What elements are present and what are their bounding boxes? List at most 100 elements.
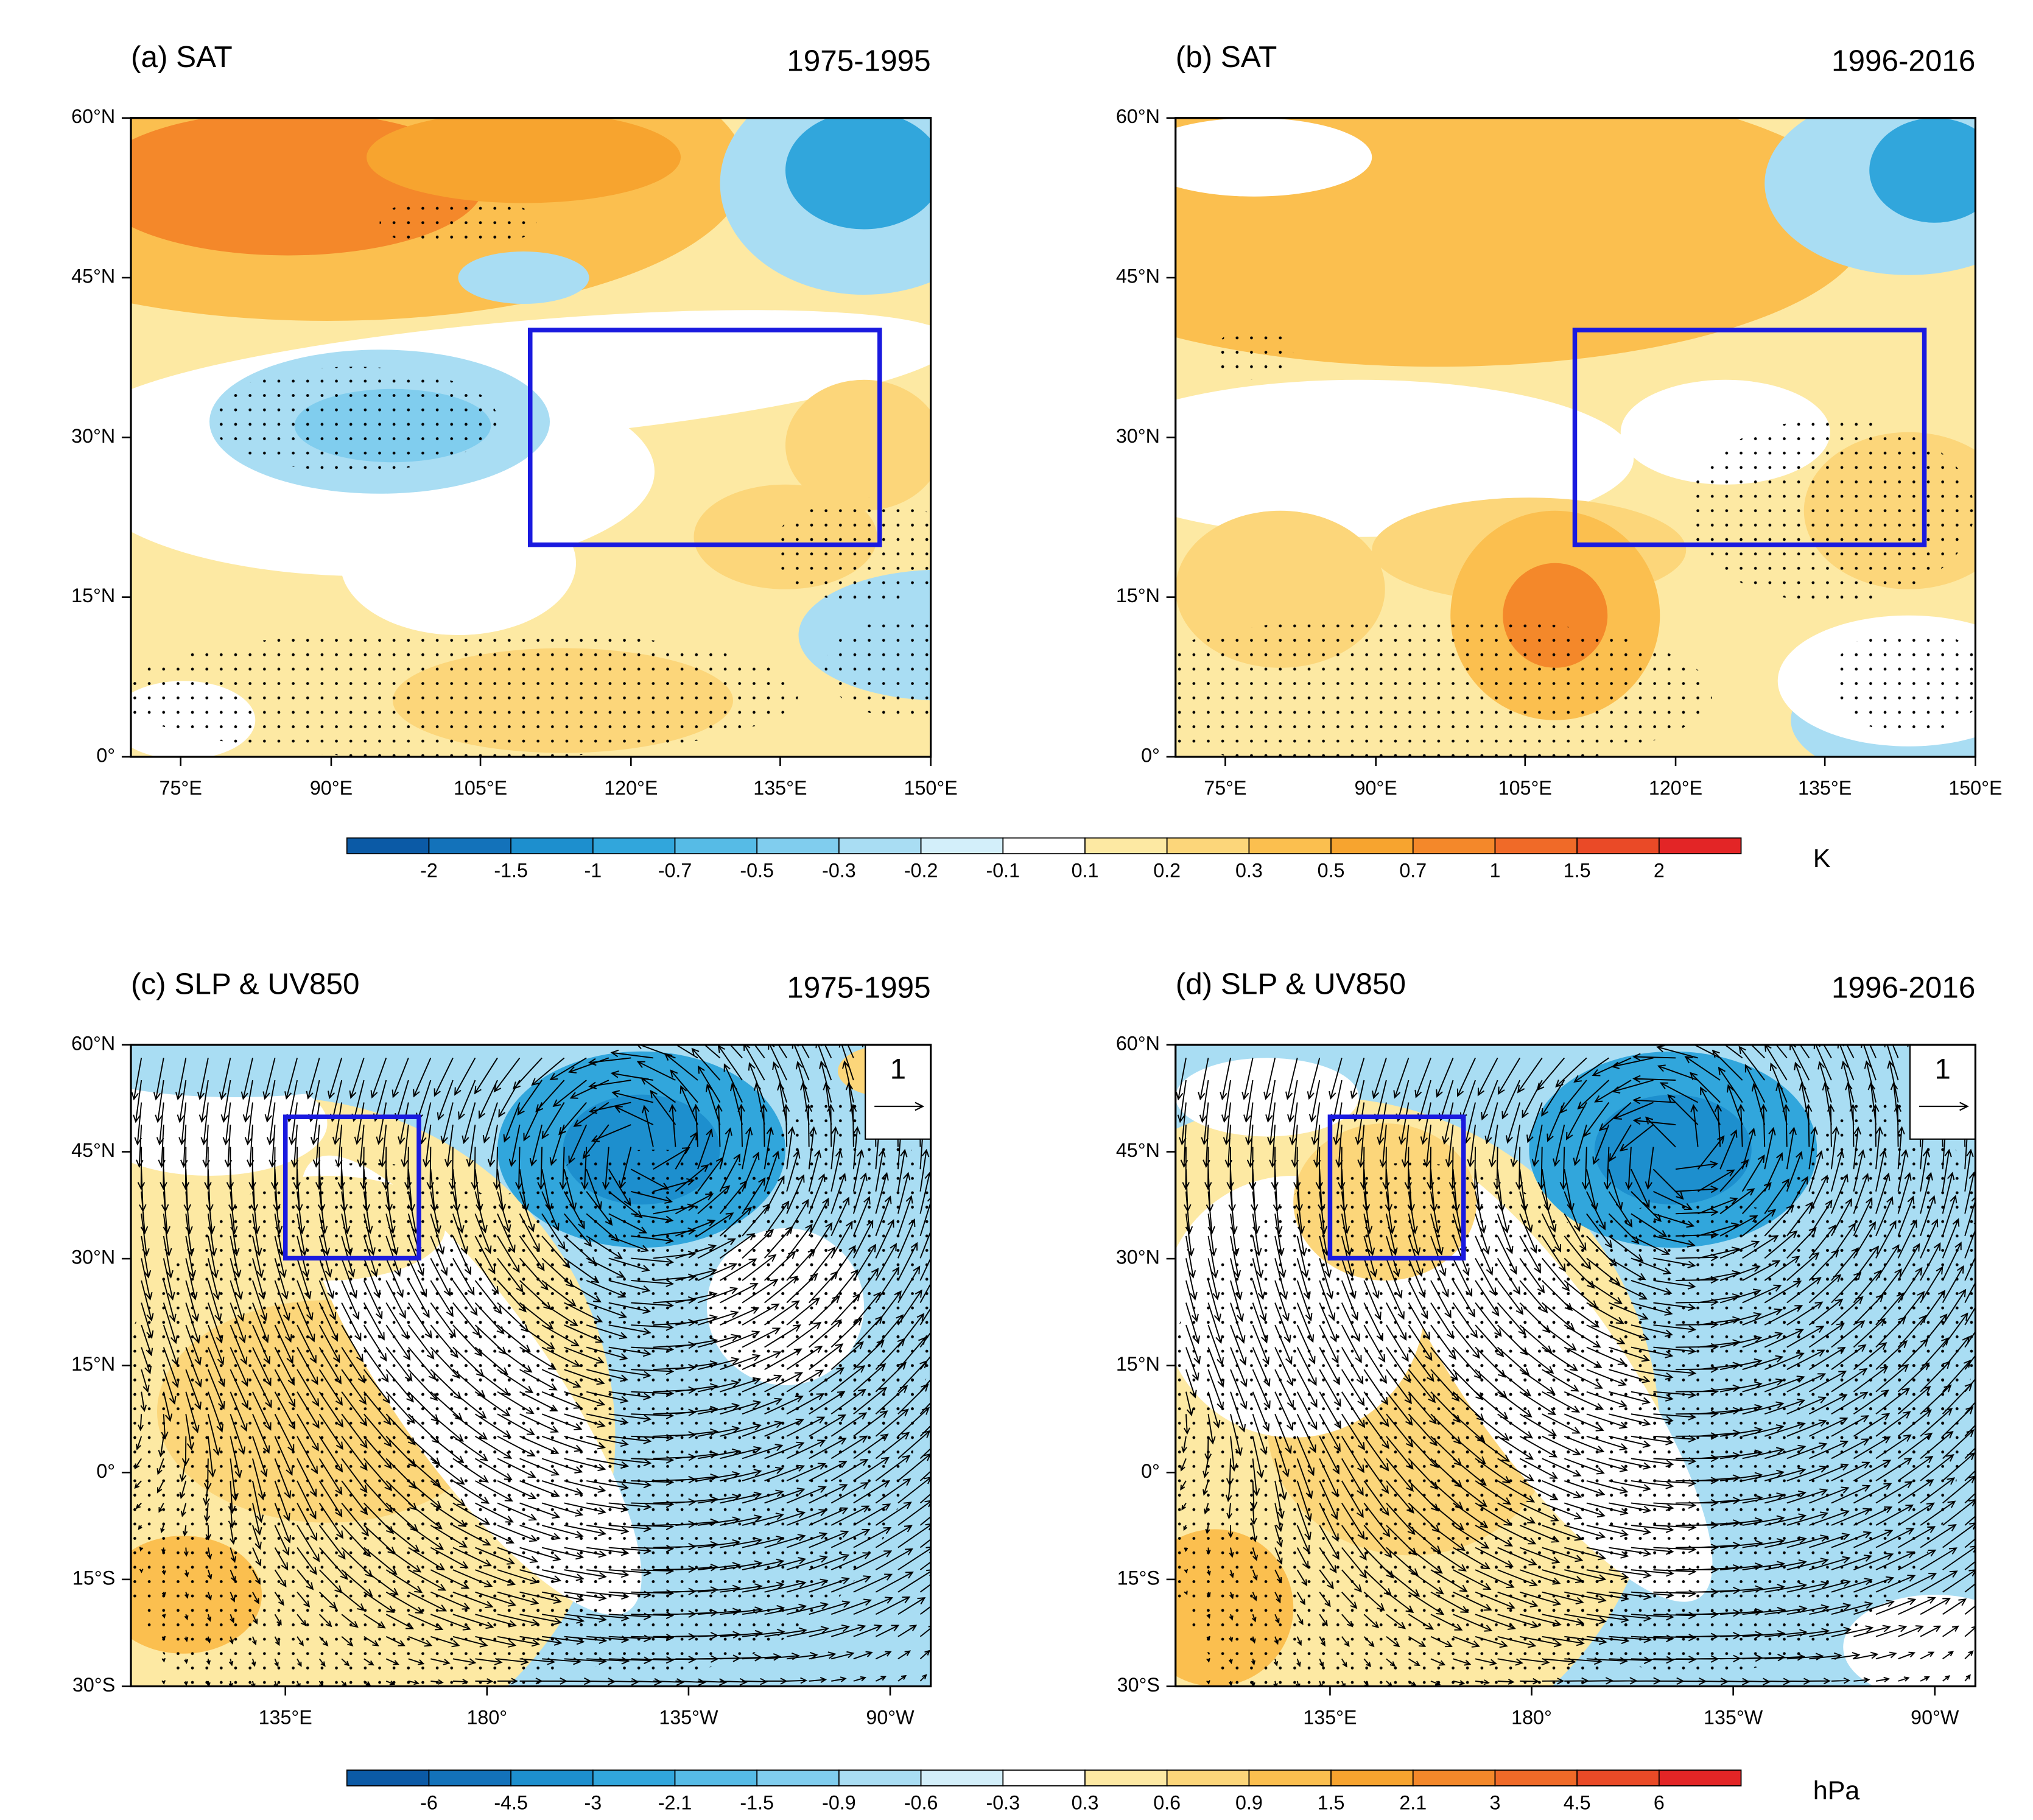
colorbar-box bbox=[756, 837, 840, 854]
y-tick-label: 15°N bbox=[71, 1353, 115, 1375]
y-tick-label: 30°S bbox=[1117, 1674, 1160, 1696]
colorbar: -6 -4.5 -3 -2.1 -1.5 -0.9 -0.6 -0.3 0.3 0.6 0.9 1.5… bbox=[346, 1769, 1860, 1813]
wind-vectors bbox=[131, 1044, 931, 1687]
x-tick-label: 75°E bbox=[160, 777, 202, 799]
colorbar-box bbox=[838, 837, 922, 854]
x-tick-label: 90°E bbox=[310, 777, 353, 799]
field-contour bbox=[458, 251, 589, 304]
map-field bbox=[131, 118, 931, 757]
y-tick-label: 30°N bbox=[1116, 425, 1160, 447]
x-tick-label: 90°W bbox=[866, 1707, 915, 1729]
colorbar-box bbox=[674, 837, 758, 854]
colorbar-label: 0.1 bbox=[1072, 860, 1099, 882]
colorbar-unit: hPa bbox=[1813, 1776, 1860, 1805]
y-tick-label: 0° bbox=[96, 1460, 115, 1482]
colorbar-label: 0.2 bbox=[1153, 860, 1181, 882]
field-contour bbox=[1594, 1094, 1752, 1205]
field-contour bbox=[1175, 379, 1634, 537]
x-tick-label: 150°E bbox=[1948, 777, 2002, 799]
colorbar-label: 0.5 bbox=[1318, 860, 1345, 882]
colorbar-box bbox=[1166, 1769, 1250, 1787]
panel-title: (b) SAT bbox=[1176, 40, 1277, 74]
colorbar-box bbox=[1002, 1769, 1086, 1787]
y-tick-label: 15°S bbox=[72, 1567, 115, 1589]
map-panel: 1 60°N 45°N 30°N 15°N 0° 15°S 30°S 135°E 180° 135°… bbox=[1116, 967, 1977, 1729]
significance-stipple bbox=[379, 196, 537, 249]
x-tick-label: 90°E bbox=[1355, 777, 1397, 799]
panel-title: (d) SLP & UV850 bbox=[1176, 967, 1406, 1000]
significance-stipple bbox=[1686, 419, 1975, 603]
reference-arrow bbox=[874, 1101, 925, 1111]
map-panel: 60°N 45°N 30°N 15°N 0° 75°E 90°E 105°E 120°E 135°… bbox=[1116, 40, 2003, 799]
wind-vectors bbox=[1176, 1044, 1976, 1687]
map-panel: 60°N 45°N 30°N 15°N 0° 75°E 90°E 105°E 120°E 135°… bbox=[71, 40, 958, 799]
y-tick-label: 60°N bbox=[71, 1032, 115, 1054]
colorbar-label: -4.5 bbox=[494, 1791, 528, 1813]
y-tick-label: 15°N bbox=[71, 585, 115, 606]
colorbar-box bbox=[592, 1769, 676, 1787]
reference-label: 1 bbox=[890, 1053, 906, 1085]
colorbar-label: -1.5 bbox=[494, 860, 528, 882]
colorbar-label: -6 bbox=[420, 1791, 438, 1813]
colorbar-label: 0.9 bbox=[1235, 1791, 1263, 1813]
reference-arrow bbox=[1919, 1101, 1969, 1111]
x-tick-label: 105°E bbox=[1498, 777, 1552, 799]
colorbar-label: -2.1 bbox=[658, 1791, 692, 1813]
y-tick-label: 30°N bbox=[71, 1246, 115, 1268]
colorbar-box bbox=[1412, 1769, 1496, 1787]
field-contour bbox=[1175, 118, 1372, 197]
colorbar-box bbox=[920, 837, 1004, 854]
y-tick-label: 30°N bbox=[71, 425, 115, 447]
significance-stipple bbox=[772, 497, 931, 603]
colorbar-box bbox=[756, 1769, 840, 1787]
reference-label: 1 bbox=[1934, 1053, 1950, 1085]
colorbar-box bbox=[1084, 1769, 1168, 1787]
y-tick-label: 60°N bbox=[1116, 1032, 1160, 1054]
y-tick-label: 60°N bbox=[1116, 105, 1160, 127]
colorbar-box bbox=[1084, 837, 1168, 854]
colorbar-box bbox=[510, 837, 594, 854]
colorbar-label: 1.5 bbox=[1564, 860, 1591, 882]
field-contour bbox=[367, 118, 681, 203]
colorbar-box bbox=[674, 1769, 758, 1787]
colorbar-box bbox=[1002, 837, 1086, 854]
field-contour bbox=[785, 379, 931, 511]
region-box bbox=[283, 1114, 421, 1261]
colorbar-box bbox=[510, 1769, 594, 1787]
colorbar-label: -1.5 bbox=[740, 1791, 774, 1813]
colorbar-label: 2 bbox=[1654, 860, 1665, 882]
colorbar: -2 -1.5 -1 -0.7 -0.5 -0.3 -0.2 -0.1 0.1 0.2 0.3 0.5… bbox=[346, 837, 1831, 882]
colorbar-label: -0.3 bbox=[822, 860, 856, 882]
colorbar-box bbox=[428, 837, 512, 854]
colorbar-box bbox=[1248, 837, 1332, 854]
colorbar-label: 0.6 bbox=[1153, 1791, 1181, 1813]
colorbar-label: -2 bbox=[420, 860, 438, 882]
panel-period: 1975-1995 bbox=[787, 44, 930, 77]
significance-stipple bbox=[1215, 327, 1294, 380]
colorbar-box bbox=[592, 837, 676, 854]
field-contour bbox=[131, 1044, 393, 1097]
colorbar-label: -1 bbox=[584, 860, 602, 882]
colorbar-label: 3 bbox=[1489, 1791, 1500, 1813]
field-contour bbox=[785, 118, 931, 230]
panel-period: 1975-1995 bbox=[787, 971, 930, 1005]
x-tick-label: 120°E bbox=[604, 777, 658, 799]
colorbar-label: -0.5 bbox=[740, 860, 774, 882]
colorbar-label: -0.1 bbox=[986, 860, 1020, 882]
colorbar-box bbox=[1166, 837, 1250, 854]
colorbar-box bbox=[838, 1769, 922, 1787]
x-tick-label: 135°E bbox=[1798, 777, 1852, 799]
colorbar-box bbox=[1248, 1769, 1332, 1787]
colorbar-label: 0.3 bbox=[1235, 860, 1263, 882]
colorbar-box bbox=[1494, 837, 1578, 854]
map-field bbox=[131, 1044, 931, 1687]
x-tick-label: 135°E bbox=[1303, 1707, 1357, 1729]
x-tick-label: 135°E bbox=[753, 777, 807, 799]
colorbar-box bbox=[1658, 837, 1742, 854]
y-tick-label: 15°S bbox=[1117, 1567, 1160, 1589]
y-tick-label: 15°N bbox=[1116, 1353, 1160, 1375]
y-tick-label: 60°N bbox=[71, 105, 115, 127]
colorbar-label: 1.5 bbox=[1318, 1791, 1345, 1813]
region-box bbox=[528, 328, 882, 547]
